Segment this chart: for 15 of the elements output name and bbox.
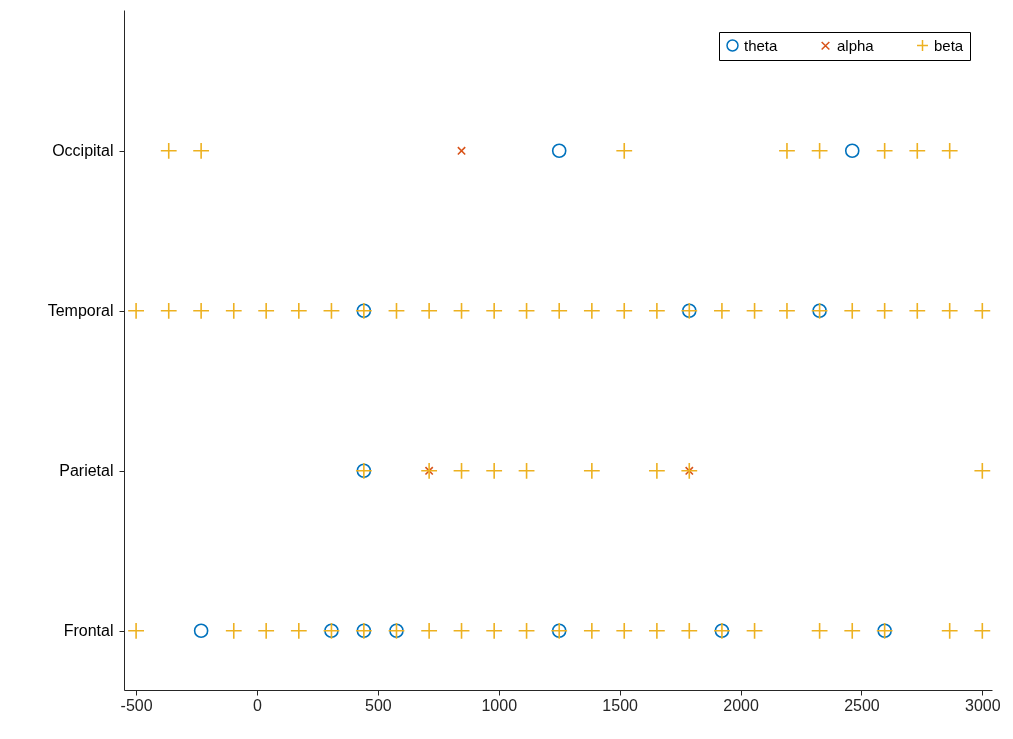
y-tick-label: Occipital — [52, 142, 114, 160]
y-tick-label: Parietal — [59, 462, 114, 480]
x-tick-label: 2500 — [844, 696, 880, 714]
x-tick-label: 0 — [253, 696, 263, 714]
x-tick-label: -500 — [120, 696, 153, 714]
x-tick-label: 1500 — [602, 696, 639, 714]
x-tick-label: 1000 — [481, 696, 518, 714]
legend-label: beta — [934, 36, 964, 54]
y-tick-label: Frontal — [63, 622, 114, 640]
x-tick-label: 500 — [365, 696, 392, 714]
x-tick-label: 3000 — [965, 696, 1001, 714]
x-tick-label: 2000 — [723, 696, 759, 714]
legend-label: theta — [744, 36, 779, 54]
y-tick-label: Temporal — [47, 302, 114, 320]
legend-label: alpha — [837, 36, 875, 54]
